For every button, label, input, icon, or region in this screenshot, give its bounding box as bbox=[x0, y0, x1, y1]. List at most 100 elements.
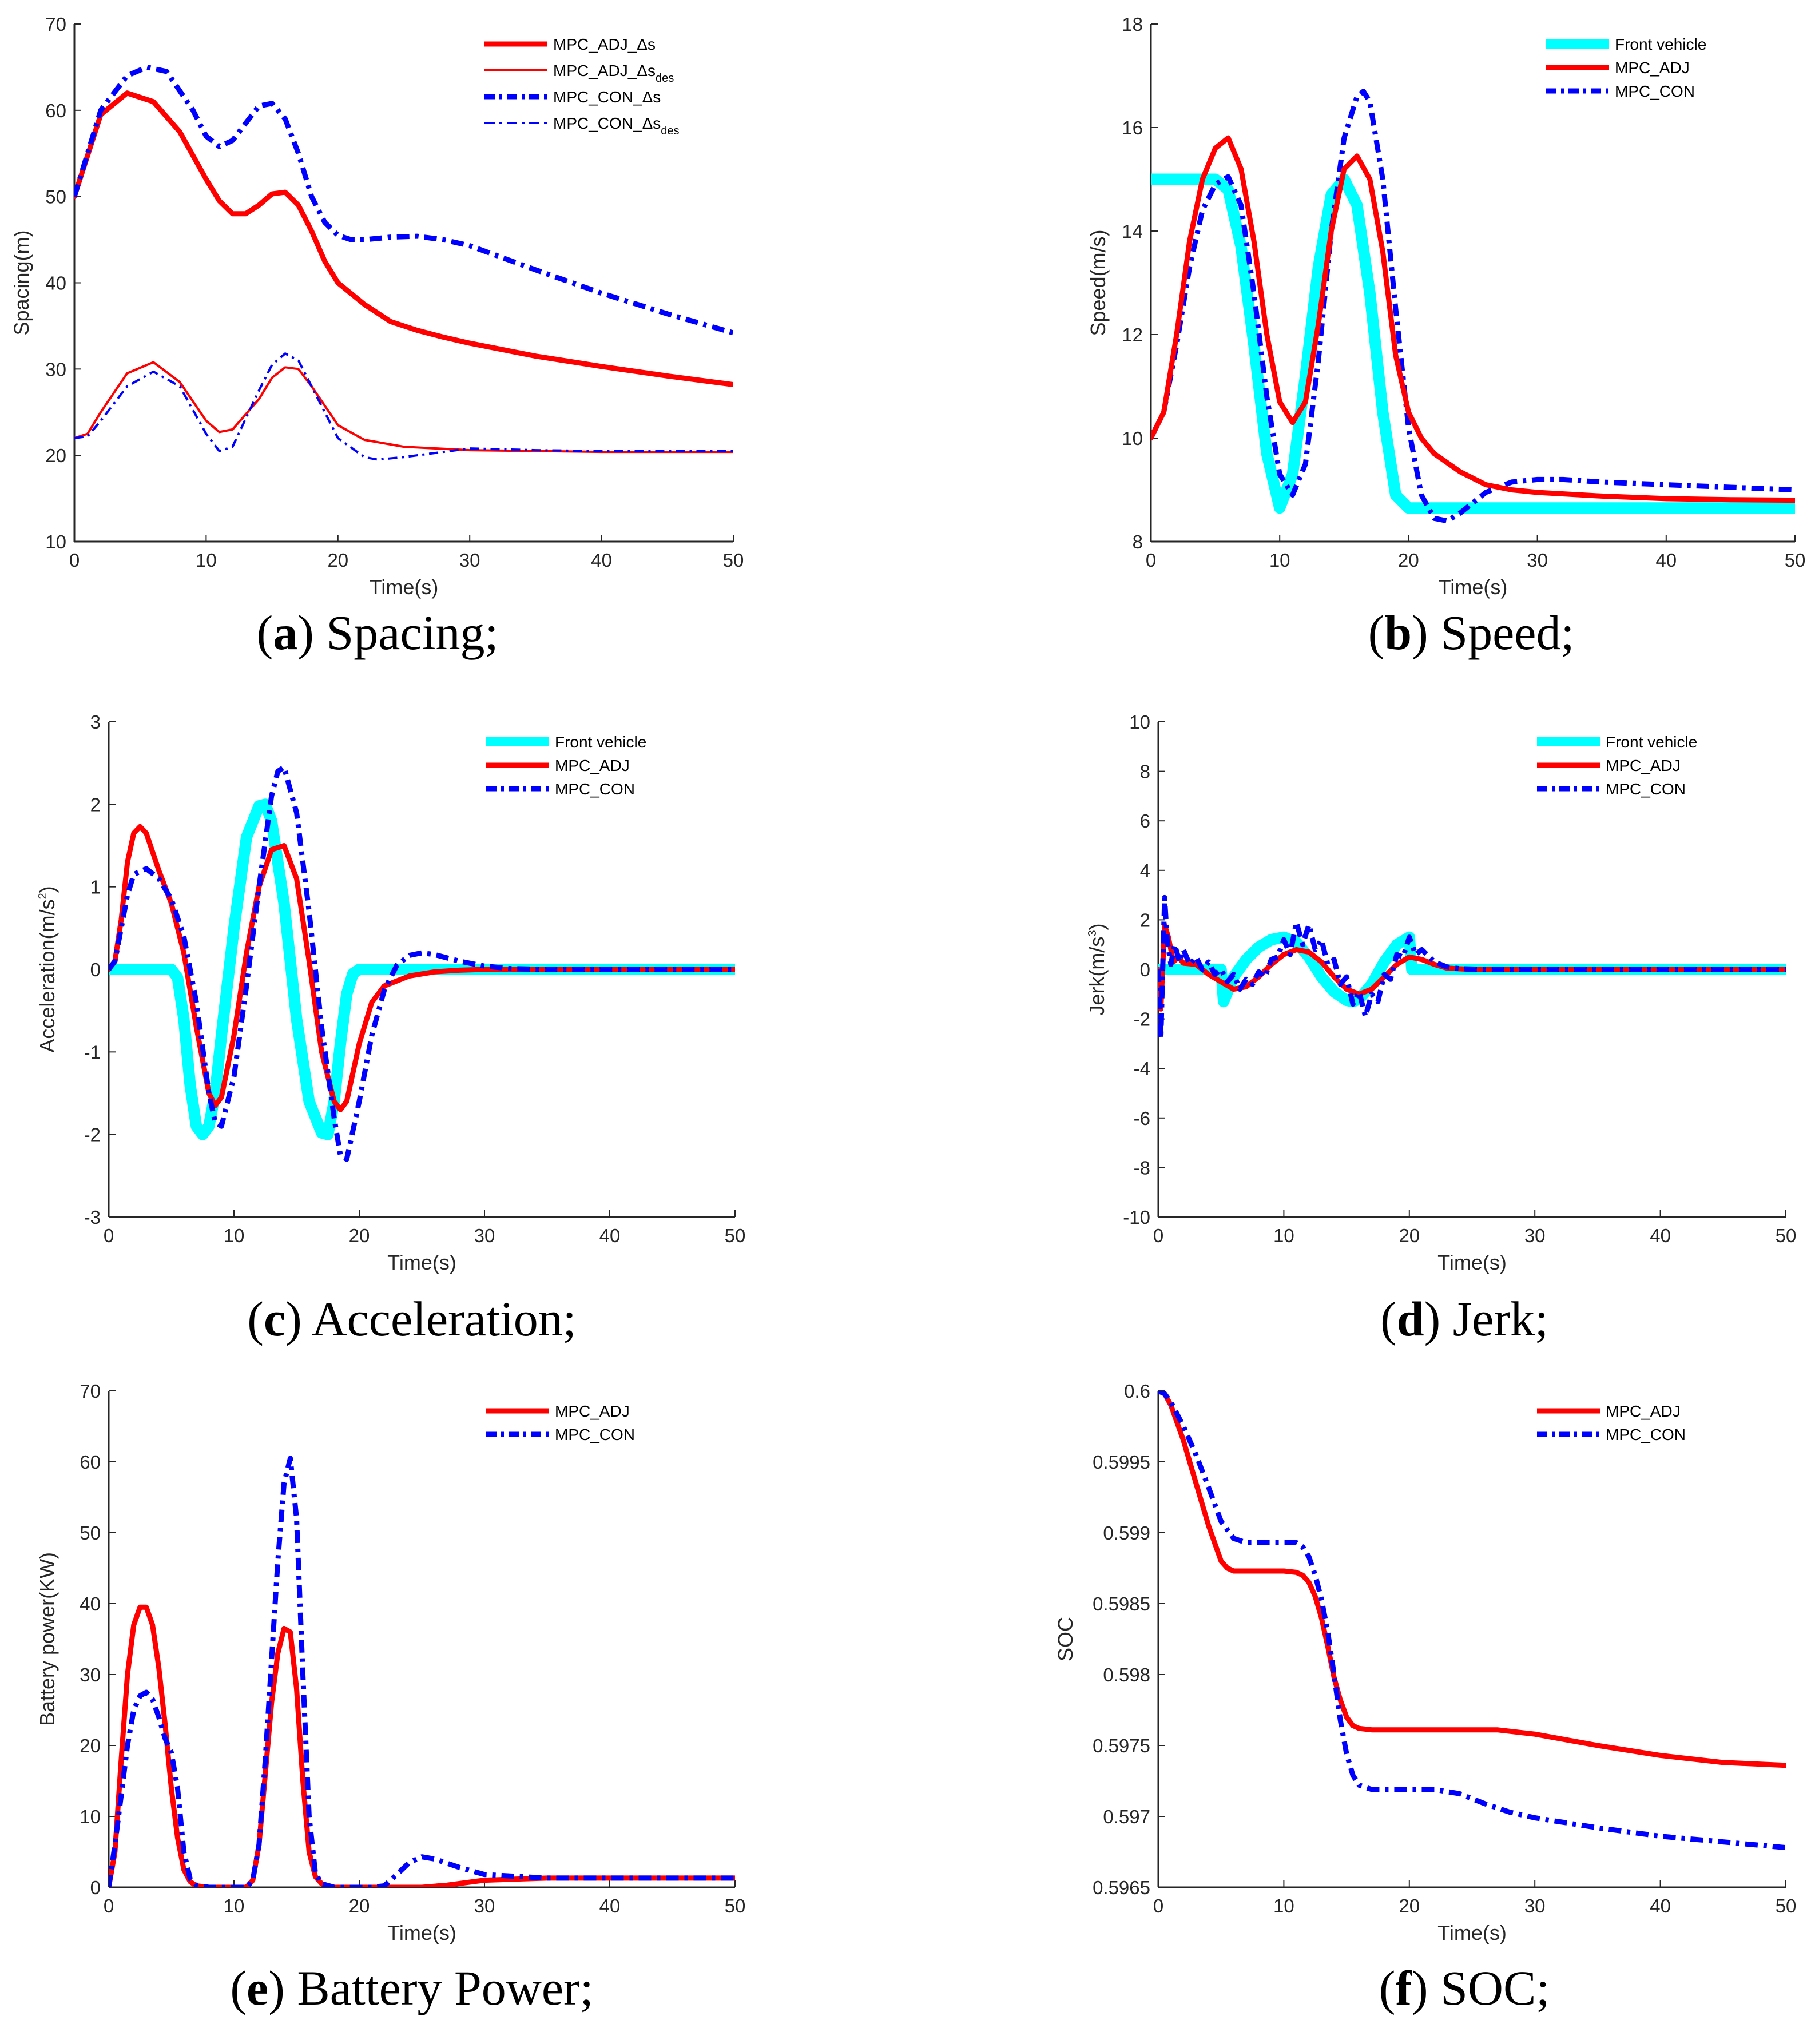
x-axis-label: Time(s) bbox=[387, 1251, 456, 1274]
chart-b: 0 10 20 30 40 50 8 10 12 14 16 18 Time(s) Speed(m/s) F… bbox=[1086, 14, 1805, 660]
chart-f: 0 10 20 30 40 50 0.5965 0.597 0.5975 0.598 0.5985 0… bbox=[1054, 1381, 1796, 2015]
series-line-front-vehicle bbox=[109, 798, 735, 1140]
y-axis-label: Battery power(KW) bbox=[35, 1552, 59, 1726]
y-tick-label: 0 bbox=[1140, 959, 1150, 980]
y-tick-label: -2 bbox=[1134, 1009, 1150, 1030]
y-tick-label: 8 bbox=[1140, 761, 1150, 782]
x-tick-label: 50 bbox=[1785, 550, 1806, 571]
x-tick-label: 20 bbox=[1398, 550, 1419, 571]
x-tick-label: 30 bbox=[1527, 550, 1548, 571]
x-tick-label: 0 bbox=[1153, 1225, 1163, 1246]
series-line-front-vehicle bbox=[1151, 173, 1795, 514]
y-axis-label: Spacing(m) bbox=[10, 230, 33, 335]
y-tick-label: 0.5975 bbox=[1093, 1735, 1150, 1756]
legend-entry: MPC_CON bbox=[555, 1426, 635, 1443]
y-tick-label: 8 bbox=[1133, 531, 1143, 552]
series-line-mpc-adj-s bbox=[74, 90, 733, 387]
plot-area bbox=[1158, 1391, 1786, 1851]
y-tick-label: -6 bbox=[1134, 1108, 1150, 1129]
series-line-mpc-adj bbox=[1151, 135, 1795, 503]
legend-entry: MPC_CON bbox=[1606, 1426, 1686, 1443]
x-tick-label: 50 bbox=[1776, 1895, 1797, 1916]
x-tick-label: 30 bbox=[459, 550, 480, 571]
x-tick-label: 0 bbox=[69, 550, 80, 571]
series-line-mpc-con bbox=[1158, 1391, 1786, 1851]
series-line-mpc-con bbox=[109, 1456, 735, 1887]
x-axis-label: Time(s) bbox=[1437, 1251, 1507, 1274]
y-tick-label: 2 bbox=[90, 794, 101, 815]
x-tick-label: 20 bbox=[349, 1225, 370, 1246]
legend-entry: MPC_ADJ bbox=[1606, 757, 1681, 774]
x-tick-label: 20 bbox=[1399, 1895, 1420, 1916]
legend-entry: MPC_ADJ_Δsdes bbox=[553, 62, 674, 85]
chart-caption: (c) Acceleration; bbox=[247, 1291, 576, 1346]
x-tick-label: 40 bbox=[1650, 1225, 1671, 1246]
y-tick-label: 2 bbox=[1140, 909, 1150, 930]
x-tick-label: 40 bbox=[1655, 550, 1677, 571]
y-axis-label: Acceleration(m/s2) bbox=[35, 886, 59, 1052]
series-line-mpc-con bbox=[1158, 894, 1786, 1041]
x-tick-label: 50 bbox=[723, 550, 744, 571]
plot-area bbox=[109, 1456, 735, 1887]
x-tick-label: 30 bbox=[474, 1225, 495, 1246]
legend-entry: MPC_CON bbox=[1615, 82, 1695, 100]
legend-entry: MPC_ADJ bbox=[1615, 59, 1690, 77]
y-tick-label: 20 bbox=[45, 445, 66, 466]
legend-entry: MPC_ADJ bbox=[555, 1402, 630, 1420]
chart-caption: (f) SOC; bbox=[1379, 1961, 1550, 2015]
x-tick-label: 50 bbox=[725, 1895, 746, 1916]
y-tick-label: 60 bbox=[80, 1452, 101, 1473]
y-tick-label: 10 bbox=[80, 1806, 101, 1827]
y-tick-label: 10 bbox=[1129, 711, 1150, 733]
legend-entry: MPC_ADJ_Δs bbox=[553, 35, 656, 53]
legend-entry: MPC_CON_Δs bbox=[553, 88, 661, 106]
y-tick-label: -4 bbox=[1134, 1058, 1150, 1079]
legend-entry: Front vehicle bbox=[555, 733, 646, 751]
x-tick-label: 50 bbox=[725, 1225, 746, 1246]
series-line-mpc-adj-s-des bbox=[74, 361, 733, 454]
x-tick-label: 20 bbox=[1399, 1225, 1420, 1246]
legend-entry: MPC_CON_Δsdes bbox=[553, 114, 680, 137]
x-tick-label: 0 bbox=[1153, 1895, 1163, 1916]
y-tick-label: 10 bbox=[45, 531, 66, 552]
series-line-mpc-adj bbox=[1158, 1391, 1786, 1768]
y-tick-label: 0 bbox=[90, 959, 101, 980]
x-tick-label: 20 bbox=[349, 1895, 370, 1916]
y-tick-label: 20 bbox=[80, 1735, 101, 1756]
y-tick-label: 40 bbox=[45, 273, 66, 294]
x-tick-label: 40 bbox=[591, 550, 612, 571]
x-tick-label: 10 bbox=[224, 1225, 245, 1246]
chart-caption: (a) Spacing; bbox=[257, 605, 499, 660]
x-tick-label: 30 bbox=[1524, 1895, 1546, 1916]
x-tick-label: 0 bbox=[104, 1225, 114, 1246]
legend-entry: MPC_ADJ bbox=[1606, 1402, 1681, 1420]
legend-entry: Front vehicle bbox=[1615, 35, 1706, 53]
y-tick-label: 1 bbox=[90, 877, 101, 898]
series-line-mpc-adj bbox=[109, 824, 735, 1112]
y-tick-label: 18 bbox=[1122, 14, 1143, 35]
x-axis-label: Time(s) bbox=[370, 575, 439, 599]
chart-caption: (b) Speed; bbox=[1368, 605, 1575, 660]
y-tick-label: 50 bbox=[80, 1522, 101, 1544]
y-tick-label: 0.5965 bbox=[1093, 1877, 1150, 1898]
y-tick-label: 0.598 bbox=[1103, 1664, 1150, 1685]
y-tick-label: 12 bbox=[1122, 324, 1143, 345]
plot-area bbox=[109, 764, 735, 1162]
x-tick-label: 10 bbox=[224, 1895, 245, 1916]
x-tick-label: 30 bbox=[1524, 1225, 1546, 1246]
x-tick-label: 10 bbox=[1273, 1895, 1294, 1916]
y-tick-label: 0.599 bbox=[1103, 1522, 1150, 1544]
x-tick-label: 40 bbox=[599, 1895, 621, 1916]
y-tick-label: 0.5985 bbox=[1093, 1593, 1150, 1614]
legend-entry: Front vehicle bbox=[1606, 733, 1697, 751]
y-axis-label: Speed(m/s) bbox=[1086, 229, 1110, 336]
x-tick-label: 0 bbox=[104, 1895, 114, 1916]
x-tick-label: 10 bbox=[1269, 550, 1290, 571]
x-tick-label: 0 bbox=[1146, 550, 1156, 571]
plot-area bbox=[1158, 894, 1786, 1041]
legend-entry: MPC_CON bbox=[1606, 780, 1686, 798]
x-axis-label: Time(s) bbox=[1439, 575, 1508, 599]
y-tick-label: 16 bbox=[1122, 117, 1143, 138]
x-tick-label: 10 bbox=[1273, 1225, 1294, 1246]
